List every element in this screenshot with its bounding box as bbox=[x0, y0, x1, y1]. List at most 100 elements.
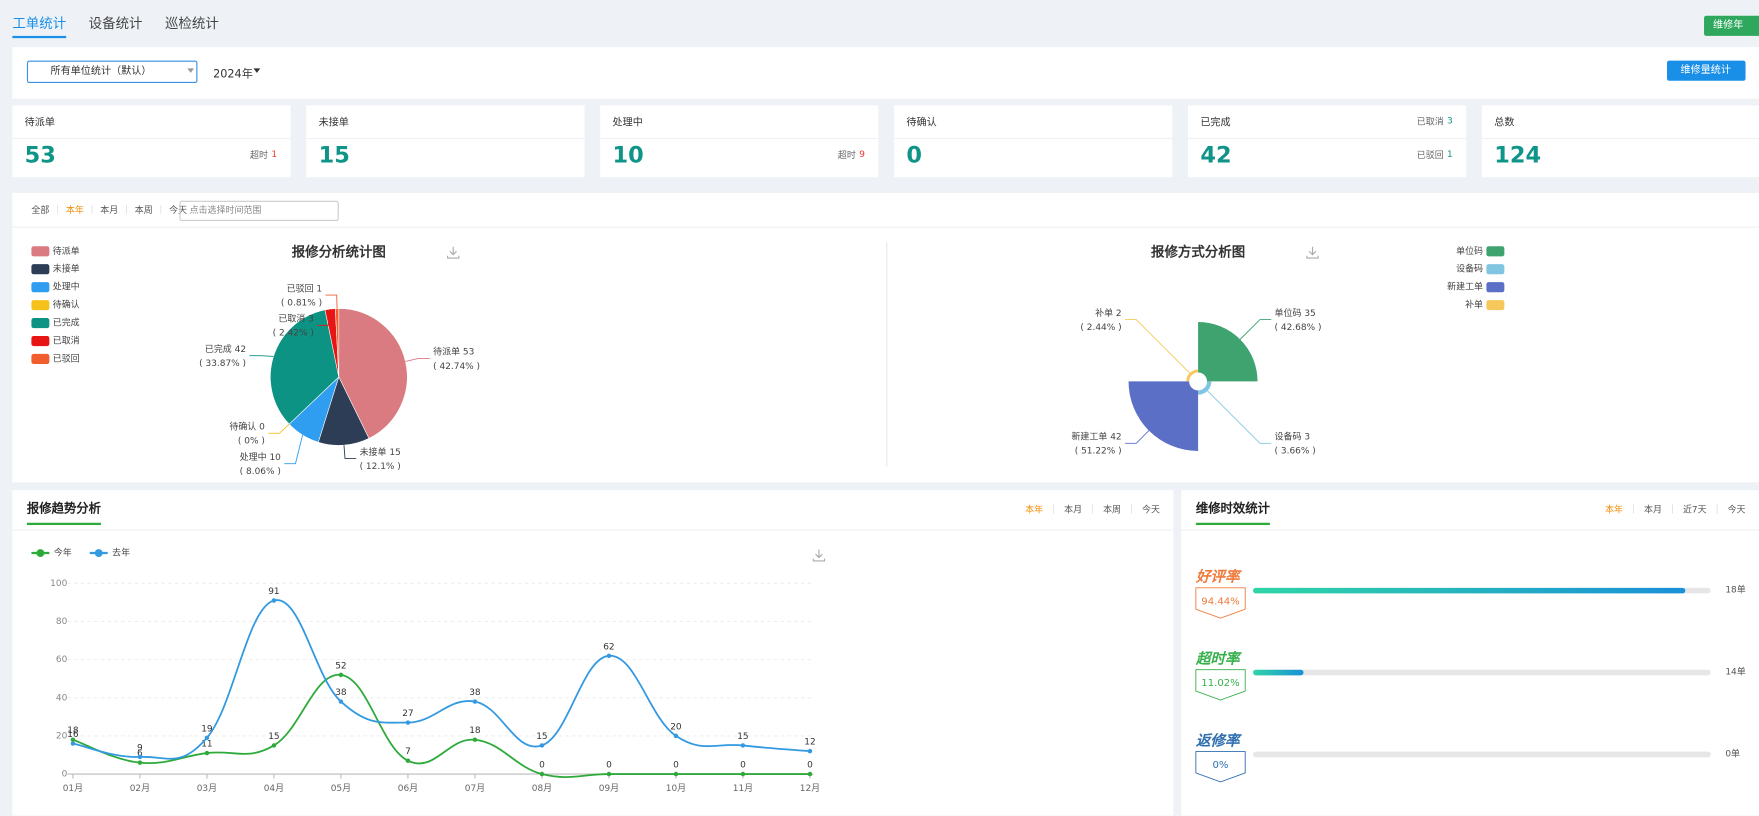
pie-slice bbox=[1198, 381, 1212, 395]
bar-track bbox=[1253, 669, 1711, 676]
data-label: 0 bbox=[807, 761, 813, 771]
label-name: 未接单 bbox=[360, 445, 387, 457]
label-name: 单位码 bbox=[1275, 306, 1302, 318]
x-tick-label: 09月 bbox=[599, 783, 619, 794]
label-value: 15 bbox=[389, 447, 400, 457]
data-point bbox=[673, 771, 679, 777]
stat-card: 未接单 15 bbox=[306, 105, 585, 178]
data-label: 11 bbox=[201, 740, 212, 750]
pie-percent: ( 0% ) bbox=[238, 437, 265, 447]
year-select[interactable]: 2024年 bbox=[213, 68, 253, 81]
download-icon bbox=[812, 549, 826, 562]
data-label: 16 bbox=[67, 730, 79, 740]
tab[interactable]: 本月 bbox=[1064, 504, 1083, 515]
divider bbox=[1481, 137, 1759, 140]
pie-label: 已取消 3 bbox=[278, 312, 314, 324]
leader-line bbox=[1125, 319, 1191, 374]
data-point bbox=[70, 741, 76, 746]
leader-line bbox=[268, 423, 290, 434]
label-name: 补单 bbox=[1095, 306, 1113, 318]
data-label: 12 bbox=[804, 738, 815, 748]
pie-label: 待派单 53 bbox=[433, 345, 474, 357]
label-value: 3 bbox=[1304, 432, 1310, 442]
legend-label: 补单 bbox=[1465, 299, 1483, 311]
tab[interactable]: 本年 bbox=[1025, 504, 1044, 515]
tab[interactable]: 本年 bbox=[65, 205, 84, 216]
y-tick-label: 40 bbox=[56, 693, 68, 703]
data-label: 0 bbox=[740, 761, 746, 771]
tab[interactable]: 设备统计 bbox=[88, 15, 143, 32]
label-name: 待派单 bbox=[433, 345, 460, 357]
note-label: 已取消 bbox=[1416, 116, 1444, 127]
pie-label: 补单 2 bbox=[1095, 306, 1122, 318]
data-label: 0 bbox=[539, 761, 545, 771]
tab[interactable]: 本月 bbox=[100, 205, 119, 216]
leader-line bbox=[1239, 319, 1272, 340]
unit-select[interactable]: 所有单位统计（默认） bbox=[26, 60, 198, 84]
top-button[interactable]: 维修年 bbox=[1704, 15, 1759, 36]
card-value: 53 bbox=[24, 141, 56, 169]
tab[interactable]: 近7天 bbox=[1682, 504, 1707, 515]
tab[interactable]: 工单统计 bbox=[12, 13, 67, 39]
data-point bbox=[807, 748, 813, 754]
separator: | bbox=[124, 204, 129, 215]
rate-badge bbox=[1195, 669, 1246, 701]
x-tick-label: 12月 bbox=[800, 783, 820, 794]
leader-line bbox=[343, 445, 357, 460]
legend-label: 待确认 bbox=[53, 299, 80, 311]
label-value: 0 bbox=[259, 422, 265, 432]
pie-percent: ( 2.42% ) bbox=[273, 329, 314, 339]
data-point bbox=[405, 720, 411, 725]
rate-title: 好评率 bbox=[1195, 569, 1242, 586]
leader-line bbox=[1125, 430, 1150, 444]
note-value: 1 bbox=[271, 149, 278, 160]
leader-line bbox=[405, 357, 430, 362]
divider bbox=[306, 137, 585, 140]
separator: | bbox=[159, 204, 163, 215]
data-point bbox=[740, 743, 746, 748]
data-label: 6 bbox=[137, 749, 143, 759]
data-label: 0 bbox=[606, 761, 612, 771]
pie-percent: ( 3.66% ) bbox=[1275, 447, 1316, 457]
data-point bbox=[271, 743, 277, 748]
tab[interactable]: 本周 bbox=[1103, 504, 1122, 515]
stat-card: 总数 124 bbox=[1481, 105, 1759, 178]
rate-value: 11.02% bbox=[1201, 678, 1240, 689]
stat-button[interactable]: 维修量统计 bbox=[1667, 60, 1746, 81]
tab[interactable]: 本周 bbox=[134, 205, 153, 216]
trend-panel: 报修趋势分析 本年 | 本月 | 本周 | 今天 bbox=[12, 490, 1174, 816]
pie-percent: ( 8.06% ) bbox=[240, 467, 281, 477]
tab[interactable]: 今天 bbox=[169, 205, 188, 216]
data-point bbox=[673, 733, 679, 739]
tab-bar: 工单统计 设备统计 巡检统计 bbox=[12, 13, 219, 39]
legend-swatch bbox=[1486, 282, 1505, 293]
x-tick-label: 11月 bbox=[733, 783, 753, 794]
tab[interactable]: 全部 bbox=[31, 205, 50, 216]
separator: | bbox=[90, 204, 94, 215]
tab[interactable]: 今天 bbox=[1142, 504, 1160, 515]
y-tick-label: 60 bbox=[56, 655, 68, 665]
note-label: 已驳回 bbox=[1416, 150, 1444, 161]
pie-slice bbox=[1128, 381, 1199, 451]
divider bbox=[600, 137, 879, 140]
legend-label: 已取消 bbox=[53, 335, 80, 347]
pie-label: 待确认 0 bbox=[229, 420, 265, 432]
tab[interactable]: 巡检统计 bbox=[164, 15, 219, 32]
pie-slice bbox=[338, 308, 408, 439]
data-label: 52 bbox=[335, 661, 346, 671]
legend-label: 新建工单 bbox=[1447, 281, 1483, 293]
pie-slice bbox=[1186, 369, 1199, 382]
card-note: 已取消 3 bbox=[1417, 116, 1453, 128]
data-point bbox=[539, 743, 545, 748]
label-value: 42 bbox=[1110, 432, 1121, 442]
range-picker[interactable]: 点击选择时间范围 bbox=[179, 200, 339, 221]
tab[interactable]: 今天 bbox=[1727, 504, 1746, 515]
label-value: 1 bbox=[316, 284, 322, 294]
card-title: 待确认 bbox=[906, 117, 937, 130]
tab[interactable]: 本月 bbox=[1644, 504, 1662, 515]
label-value: 53 bbox=[463, 347, 474, 357]
tab[interactable]: 本年 bbox=[1605, 504, 1624, 515]
range-tabs: 全部 | 本年 | 本月 | 本周 | 今天 bbox=[31, 204, 187, 216]
